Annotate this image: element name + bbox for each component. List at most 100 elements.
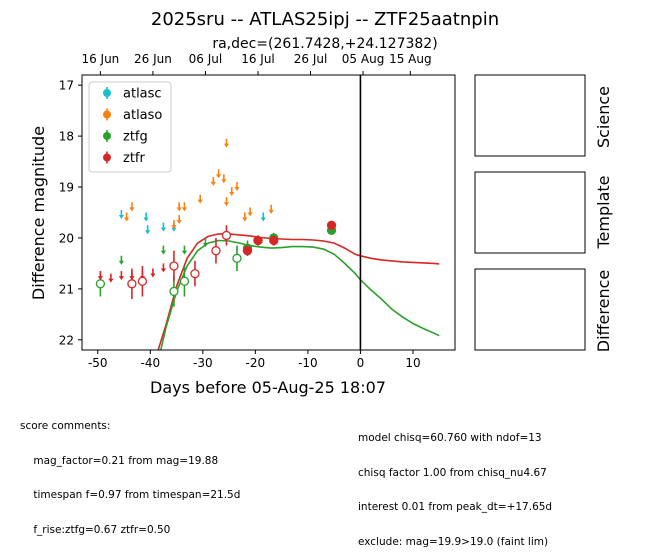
data-point-ztfg <box>232 245 242 272</box>
data-point-ztfr <box>169 250 179 282</box>
y-tick-label: 18 <box>59 130 74 144</box>
top-tick-label: 16 Jun <box>81 52 119 66</box>
upper-limit-atlaso <box>215 169 222 179</box>
model-curve-ztfr <box>157 233 440 350</box>
legend-frame <box>88 81 172 173</box>
data-point-ztfr <box>326 220 337 230</box>
upper-limit-atlaso <box>171 220 177 230</box>
data-point-ztfr <box>242 245 253 256</box>
y-tick-label: 20 <box>59 231 74 245</box>
plot-area: -50 -40 -30 -20 -10 0 10 17 18 19 20 21 22 16 Jun 26 J… <box>59 52 456 370</box>
comment-line: mag_factor=0.21 from mag=19.88 <box>20 454 219 467</box>
data-point-ztfr <box>137 265 148 297</box>
upper-limit-atlasc <box>143 212 149 222</box>
legend-label: ztfg <box>123 130 148 145</box>
legend-entry: ztfr <box>103 151 145 166</box>
upper-limit-atlaso <box>247 207 253 217</box>
data-point-ztfr <box>221 225 232 246</box>
upper-limit-atlaso <box>242 212 248 222</box>
upper-limit-ztfg <box>118 255 125 265</box>
upper-limit-atlaso <box>221 174 227 184</box>
upper-limit-atlaso <box>176 202 182 212</box>
score-comments: score comments: mag_factor=0.21 from mag… <box>20 398 240 548</box>
figure: 2025sru -- ATLAS25ipj -- ZTF25aatnpin ra… <box>29 9 613 397</box>
model-curves <box>157 233 440 350</box>
legend: atlasc atlaso ztfg ztfr <box>88 81 172 173</box>
upper-limit-atlaso <box>210 176 216 186</box>
upper-limit-atlasc <box>160 222 167 232</box>
upper-limit-ztfr <box>118 271 125 281</box>
y-axis-label: Difference magnitude <box>29 126 48 300</box>
comment-line: chisq factor 1.00 from chisq_nu4.67 <box>358 466 547 479</box>
x-tick-label: -40 <box>140 356 160 370</box>
upper-limit-atlaso <box>176 215 182 225</box>
legend-label: ztfr <box>123 151 145 166</box>
legend-entry: ztfg <box>103 130 148 145</box>
upper-limit-atlasc <box>118 209 125 219</box>
upper-limit-atlaso <box>268 204 274 214</box>
comment-line: score comments: <box>20 420 111 432</box>
comment-line: model chisq=60.760 with ndof=13 <box>358 432 542 444</box>
difference-label: Difference <box>594 270 613 352</box>
chart-title: 2025sru -- ATLAS25ipj -- ZTF25aatnpin <box>151 9 499 30</box>
x-tick-label: 0 <box>357 356 365 370</box>
top-tick-label: 16 Jul <box>241 52 275 66</box>
data-point-ztfr <box>211 237 221 264</box>
data-point-ztfr <box>269 235 279 246</box>
top-tick-label: 26 Jul <box>294 52 328 66</box>
legend-entry: atlasc <box>103 87 162 102</box>
legend-label: atlasc <box>123 87 162 102</box>
upper-limit-atlaso <box>223 197 230 207</box>
axes-frame <box>81 74 456 351</box>
upper-limit-ztfg <box>202 237 209 247</box>
difference-stamp <box>474 268 586 351</box>
y-tick-label: 19 <box>59 181 74 195</box>
science-label: Science <box>594 86 613 148</box>
top-tick-label: 05 Aug <box>342 52 385 66</box>
template-label: Template <box>594 175 613 249</box>
upper-limit-atlaso <box>129 202 135 212</box>
top-tick-label: 15 Aug <box>389 52 432 66</box>
upper-limit-ztfg <box>181 245 188 255</box>
upper-limit-atlasc <box>260 212 266 222</box>
y-tick-label: 21 <box>59 282 74 296</box>
x-tick-label: -30 <box>193 356 213 370</box>
model-comments: model chisq=60.760 with ndof=13 chisq fa… <box>358 410 552 560</box>
y-tick-label: 22 <box>59 333 74 347</box>
x-axis-label: Days before 05-Aug-25 18:07 <box>150 378 386 397</box>
science-stamp <box>474 74 586 157</box>
x-tick-label: 10 <box>405 356 420 370</box>
x-tick-label: -20 <box>246 356 266 370</box>
upper-limit-atlaso <box>197 194 203 204</box>
upper-limit-atlaso <box>229 187 235 197</box>
x-tick-label: -50 <box>88 356 108 370</box>
upper-limit-ztfr <box>108 273 114 283</box>
data-point-ztfr <box>190 260 200 287</box>
upper-limit-atlaso <box>234 181 240 191</box>
upper-limit-ztfr <box>97 271 103 281</box>
upper-limit-atlaso <box>181 202 188 212</box>
upper-limit-atlaso <box>223 138 230 148</box>
data-point-ztfg <box>179 265 190 297</box>
top-tick-label: 06 Jul <box>189 52 223 66</box>
x-tick-label: -10 <box>298 356 318 370</box>
template-stamp <box>474 171 586 254</box>
comment-line: f_rise:ztfg=0.67 ztfr=0.50 <box>20 523 171 536</box>
upper-limit-ztfr <box>150 268 156 278</box>
top-tick-label: 26 Jun <box>134 52 172 66</box>
upper-limit-ztfr <box>160 263 167 273</box>
legend-entry: atlaso <box>103 108 162 123</box>
data-point-ztfr <box>253 235 263 246</box>
comment-line: exclude: mag=19.9>19.0 (faint lim) <box>358 535 549 548</box>
comment-line: timespan f=0.97 from timespan=21.5d <box>20 489 241 501</box>
data-point-ztfr <box>127 268 137 300</box>
chart-subtitle: ra,dec=(261.7428,+24.127382) <box>212 36 437 52</box>
y-tick-label: 17 <box>59 79 74 93</box>
upper-limit-ztfg <box>160 245 167 255</box>
model-curve-ztfg <box>160 239 440 350</box>
upper-limit-atlaso <box>124 212 130 222</box>
upper-limit-atlasc <box>145 225 151 235</box>
comment-line: interest 0.01 from peak_dt=+17.65d <box>358 501 553 513</box>
data-marks <box>95 138 337 307</box>
legend-label: atlaso <box>123 108 162 123</box>
